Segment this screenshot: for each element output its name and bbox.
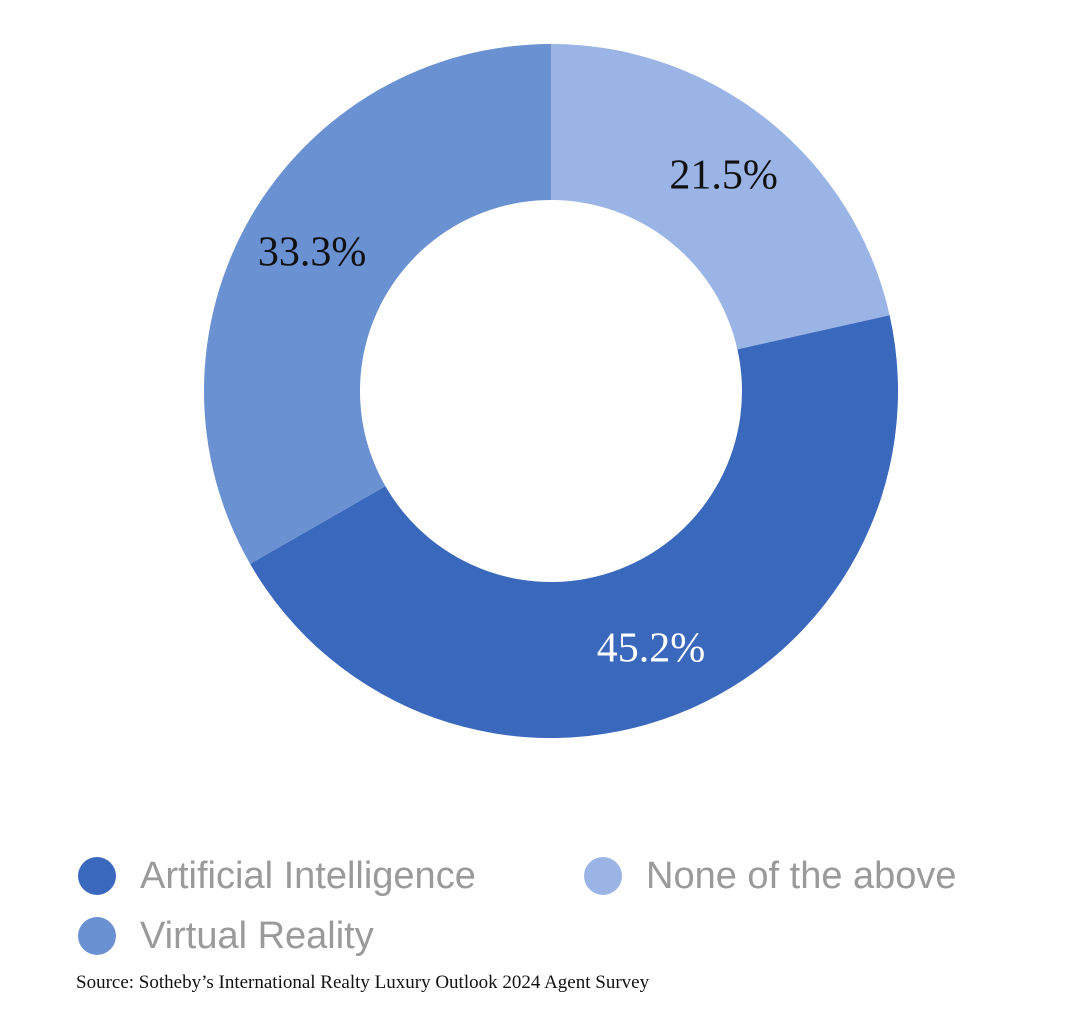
donut-slices [203,44,898,738]
source-note: Source: Sotheby’s International Realty L… [76,972,650,993]
legend-item-none-of-the-above: None of the above [584,848,957,904]
slice-artificial-intelligence [250,315,898,738]
legend-label-none-of-the-above: None of the above [646,854,957,897]
legend-swatch-artificial-intelligence [78,857,116,895]
donut-chart: 21.5% 45.2% 33.3% [203,44,898,738]
legend-item-artificial-intelligence: Artificial Intelligence [78,848,476,904]
slice-value-label-none-of-the-above: 21.5% [669,153,778,199]
slice-virtual-reality [203,44,551,564]
chart-legend: Artificial Intelligence None of the abov… [78,848,1058,958]
slice-labels: 21.5% 45.2% 33.3% [258,153,778,672]
slice-none-of-the-above [551,44,890,350]
legend-label-virtual-reality: Virtual Reality [140,914,374,957]
legend-item-virtual-reality: Virtual Reality [78,908,374,964]
legend-swatch-virtual-reality [78,917,116,955]
slice-value-label-artificial-intelligence: 45.2% [597,625,706,671]
slice-value-label-virtual-reality: 33.3% [258,230,367,276]
legend-swatch-none-of-the-above [584,857,622,895]
legend-label-artificial-intelligence: Artificial Intelligence [140,854,476,897]
